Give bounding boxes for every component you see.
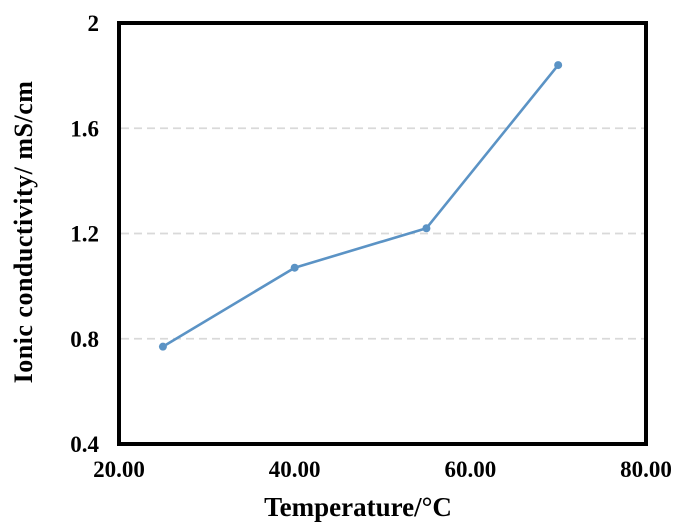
y-tick-label: 0.8	[70, 327, 99, 352]
data-point-marker	[554, 61, 563, 70]
y-tick-label: 0.4	[70, 432, 99, 457]
data-point-marker	[290, 263, 299, 272]
y-tick-label: 2	[88, 11, 100, 36]
y-axis-title: Ionic conductivity/ mS/cm	[9, 80, 38, 384]
data-point-marker	[422, 224, 431, 233]
x-tick-label: 20.00	[93, 457, 145, 482]
y-tick-label: 1.2	[70, 222, 99, 247]
y-tick-label: 1.6	[70, 116, 99, 141]
data-point-marker	[158, 342, 167, 351]
plot-border	[117, 21, 648, 446]
x-tick-label: 40.00	[269, 457, 321, 482]
x-axis-title: Temperature/°C	[264, 492, 452, 522]
data-line	[161, 63, 560, 348]
x-tick-label: 60.00	[444, 457, 496, 482]
x-tick-label: 80.00	[620, 457, 672, 482]
